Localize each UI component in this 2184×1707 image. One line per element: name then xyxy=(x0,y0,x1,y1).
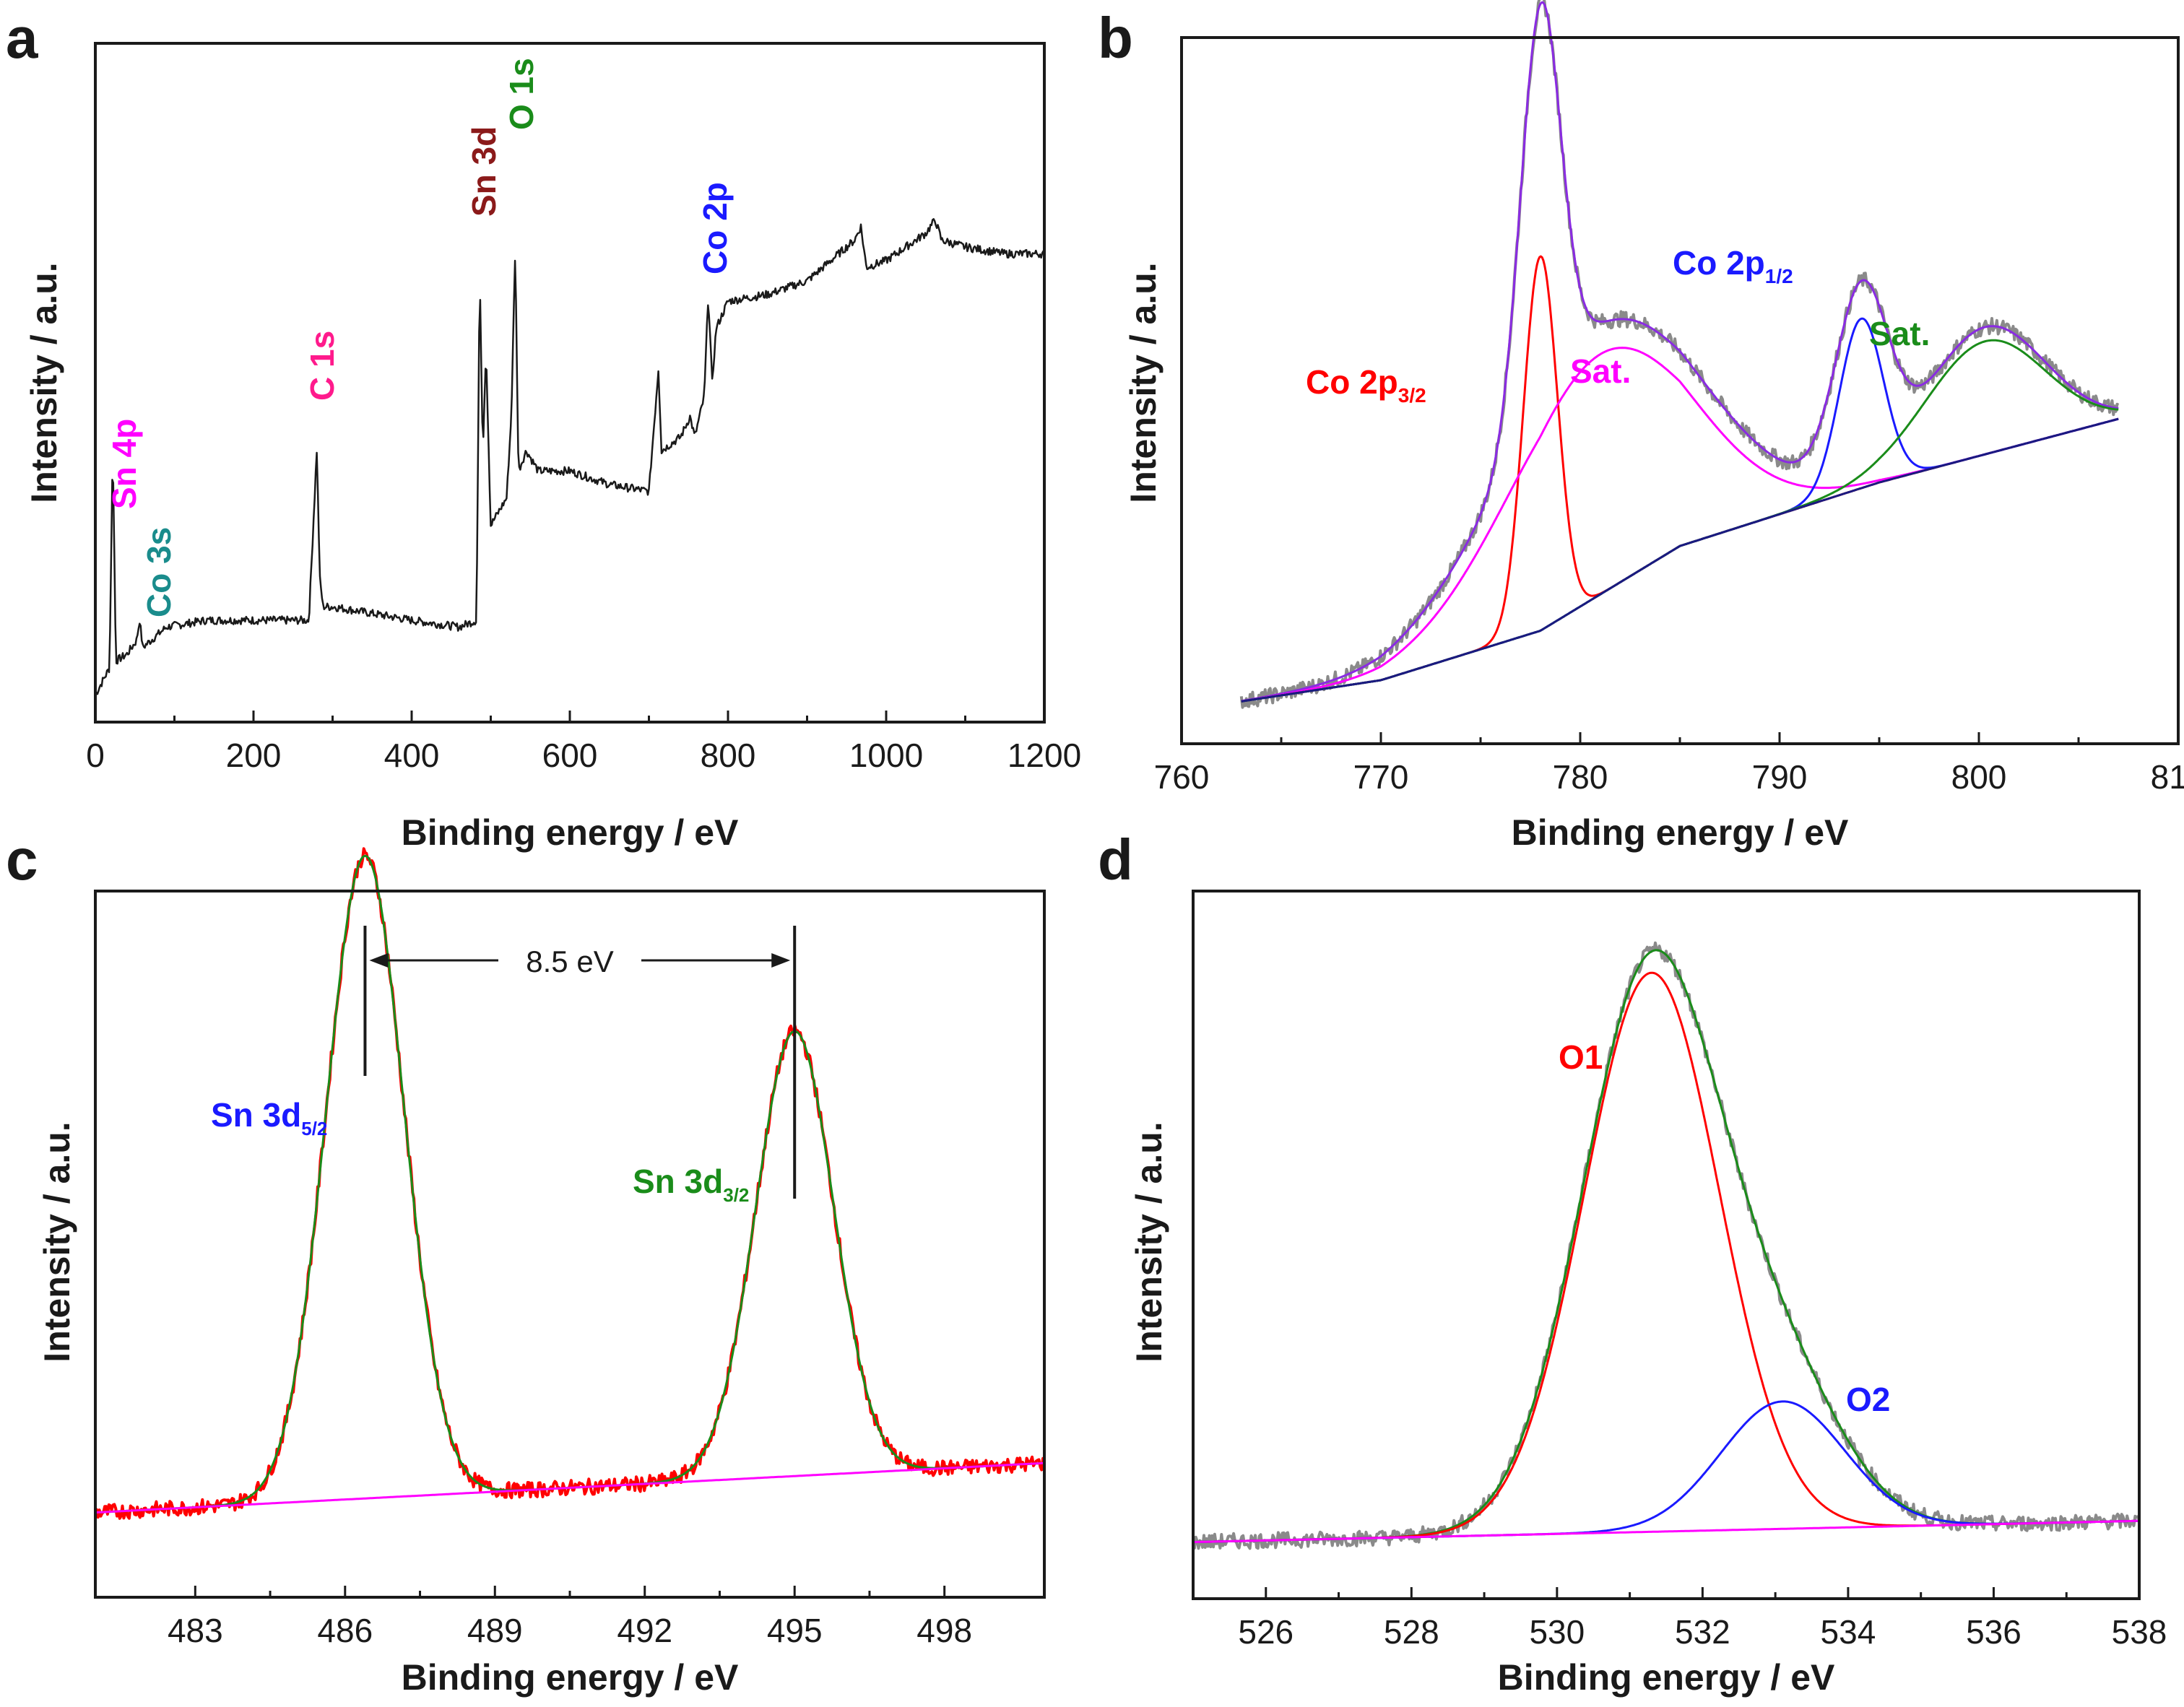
panel-c-xtick-label: 495 xyxy=(767,1612,823,1649)
panel-c-xtick-label: 486 xyxy=(317,1612,373,1649)
panel-d-xtick-label: 534 xyxy=(1821,1613,1876,1651)
panel-c-xlabel: Binding energy / eV xyxy=(402,1657,739,1698)
panel-a-letter: a xyxy=(6,6,38,70)
panel-c-xtick-label: 489 xyxy=(467,1612,523,1649)
panel-b-letter: b xyxy=(1098,6,1133,70)
panel-a-xtick-label: 0 xyxy=(86,737,105,774)
panel-a-xtick-label: 800 xyxy=(701,737,756,774)
panel-d-ylabel: Intensity / a.u. xyxy=(1129,1121,1169,1362)
panel-b-xtick-label: 760 xyxy=(1154,758,1210,796)
panel-b-series-envelope xyxy=(1241,1,2119,703)
panel-a-xlabel: Binding energy / eV xyxy=(402,812,739,853)
peak-separation-marker xyxy=(363,926,797,1199)
panel-c-series-background xyxy=(95,1461,1045,1514)
panel-a-xtick-label: 600 xyxy=(542,737,598,774)
ann-o2: O2 xyxy=(1846,1381,1890,1418)
ann-sn3d32: Sn 3d3/2 xyxy=(633,1163,749,1206)
ann-sn4p: Sn 4p xyxy=(105,419,143,509)
panel-b-xlabel: Binding energy / eV xyxy=(1512,812,1849,853)
panel-d-series-envelope xyxy=(1193,949,2139,1544)
panel-c-xtick-label: 483 xyxy=(168,1612,223,1649)
panel-d-series-raw xyxy=(1192,941,2141,1550)
arrow-right-head xyxy=(771,953,791,968)
ann-o1: O1 xyxy=(1559,1038,1603,1076)
panel-b-series-background xyxy=(1241,417,2119,703)
panel-c-frame xyxy=(94,890,1046,1599)
panel-b-frame xyxy=(1180,36,2180,745)
panel-a-frame xyxy=(94,42,1046,724)
panel-d-xtick-label: 538 xyxy=(2112,1613,2167,1651)
ann-sn3d: Sn 3d xyxy=(465,126,503,217)
ann-sn3d52: Sn 3d5/2 xyxy=(211,1096,327,1139)
panel-a-series-survey xyxy=(94,218,1045,695)
ann-co2p12: Co 2p1/2 xyxy=(1673,244,1793,287)
panel-b-xtick-label: 810 xyxy=(2151,758,2184,796)
panel-d-series-background xyxy=(1193,1519,2139,1544)
panel-d-xtick-label: 530 xyxy=(1529,1613,1585,1651)
panel-a-xtick-label: 200 xyxy=(226,737,282,774)
panel-b-series-raw xyxy=(1239,0,2120,709)
ann-co3s: Co 3s xyxy=(140,527,178,617)
panel-c-xtick-label: 498 xyxy=(916,1612,972,1649)
panel-d: d 526 528 530 532 534 536 538 Binding energy /… xyxy=(1098,828,2167,1698)
ann-sat-781: Sat. xyxy=(1570,352,1631,390)
ann-8-5-ev: 8.5 eV xyxy=(526,944,613,978)
panel-d-series-o1 xyxy=(1193,971,2139,1544)
panel-d-series-o2 xyxy=(1193,1400,2139,1544)
ann-co2p32: Co 2p3/2 xyxy=(1306,363,1426,407)
panel-a: a 0 200 400 600 800 1000 1200 Binding energy /… xyxy=(6,6,1081,853)
panel-b: b 760 770 780 790 800 810 Binding energy / eV… xyxy=(1098,0,2184,853)
panel-c-xtick-label: 492 xyxy=(617,1612,672,1649)
panel-d-xtick-label: 526 xyxy=(1238,1613,1294,1651)
panel-b-xtick-label: 790 xyxy=(1752,758,1808,796)
ann-co2p: Co 2p xyxy=(696,182,734,274)
ann-sat-800: Sat. xyxy=(1869,315,1930,352)
panel-d-letter: d xyxy=(1098,828,1133,892)
panel-d-frame xyxy=(1192,890,2141,1600)
panel-a-xtick-label: 1200 xyxy=(1008,737,1081,774)
panel-c-ylabel: Intensity / a.u. xyxy=(37,1121,77,1362)
arrow-left-head xyxy=(369,953,389,968)
panel-b-xtick-label: 770 xyxy=(1353,758,1409,796)
ann-c1s: C 1s xyxy=(303,331,341,401)
panel-b-xtick-label: 780 xyxy=(1553,758,1608,796)
ann-o1s: O 1s xyxy=(503,58,540,130)
panel-d-xtick-label: 532 xyxy=(1675,1613,1730,1651)
panel-d-xtick-label: 528 xyxy=(1384,1613,1439,1651)
panel-c: c 483 486 489 492 495 498 Binding energy / eV… xyxy=(6,828,1046,1698)
panel-a-ylabel: Intensity / a.u. xyxy=(24,262,64,503)
panel-b-xtick-label: 800 xyxy=(1951,758,2007,796)
panel-a-xtick-label: 400 xyxy=(384,737,440,774)
panel-a-xtick-label: 1000 xyxy=(849,737,923,774)
panel-c-letter: c xyxy=(6,828,38,892)
panel-b-ylabel: Intensity / a.u. xyxy=(1123,262,1164,503)
panel-b-series-sat-781- xyxy=(1241,347,2119,703)
panel-d-xtick-label: 536 xyxy=(1966,1613,2022,1651)
panel-d-xlabel: Binding energy / eV xyxy=(1498,1657,1835,1698)
